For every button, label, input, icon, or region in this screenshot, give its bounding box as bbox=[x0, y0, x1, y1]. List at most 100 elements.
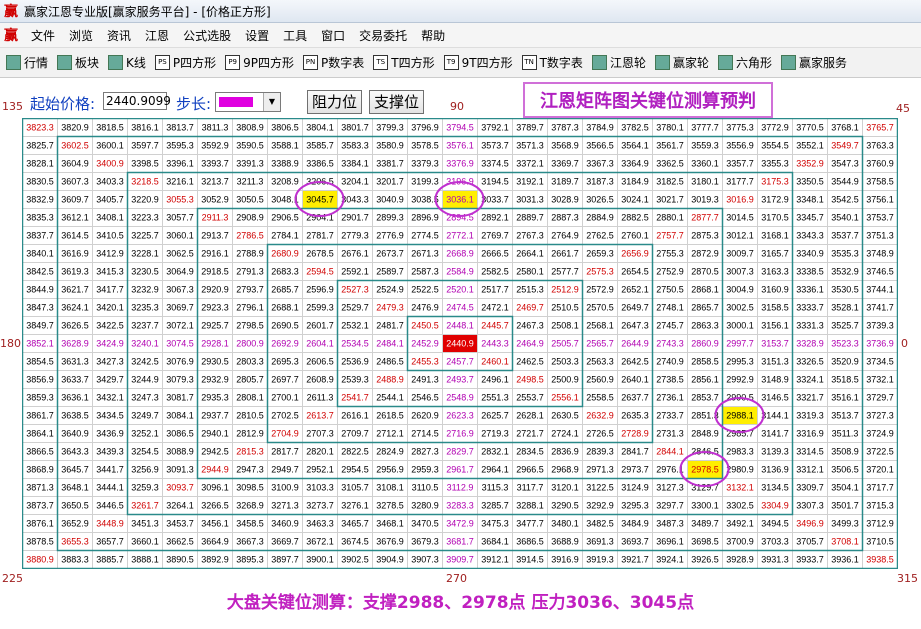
step-select[interactable]: ▼ bbox=[215, 92, 281, 112]
toolbar-label: P数字表 bbox=[321, 56, 365, 70]
grid-value: 3571.3 bbox=[516, 140, 544, 150]
grid-value: 3220.9 bbox=[131, 194, 159, 204]
grid-value: 3708.1 bbox=[831, 536, 859, 546]
grid-value: 2452.9 bbox=[411, 338, 439, 348]
grid-value: 3302.5 bbox=[726, 500, 754, 510]
grid-value: 3211.3 bbox=[237, 176, 264, 186]
toolbar-item[interactable]: 江恩轮 bbox=[591, 54, 646, 71]
grid-value: 3405.7 bbox=[96, 194, 124, 204]
grid-value: 3158.5 bbox=[761, 302, 789, 312]
grid-value: 3300.1 bbox=[691, 500, 719, 510]
menu-item[interactable]: 帮助 bbox=[421, 28, 446, 43]
grid-value: 3252.1 bbox=[131, 428, 159, 438]
grid-value: 3136.9 bbox=[761, 464, 789, 474]
grid-value: 2704.9 bbox=[271, 428, 299, 438]
menu-item[interactable]: 窗口 bbox=[321, 28, 346, 43]
grid-value: 3456.1 bbox=[201, 518, 229, 528]
grid-value: 2810.5 bbox=[236, 410, 264, 420]
grid-value: 2932.9 bbox=[201, 374, 229, 384]
grid-value: 3458.5 bbox=[236, 518, 264, 528]
grid-value: 3698.5 bbox=[691, 536, 719, 546]
resistance-button[interactable]: 阻力位 bbox=[307, 90, 363, 114]
toolbar-label: 江恩轮 bbox=[609, 56, 646, 70]
toolbar-item[interactable]: 赢家轮 bbox=[654, 54, 709, 71]
window-title: 赢家江恩专业版[赢家服务平台] - [价格正方形] bbox=[24, 4, 271, 19]
menu-item[interactable]: 浏览 bbox=[69, 28, 94, 43]
menu-bar: 赢 文件 浏览 资讯 江恩 公式选股 设置 工具 窗口 交易委托 帮助 bbox=[0, 23, 921, 48]
toolbar-item[interactable]: K线 bbox=[108, 54, 146, 71]
grid-value: 2457.7 bbox=[446, 356, 474, 366]
grid-value: 2983.3 bbox=[726, 446, 754, 456]
grid-value: 3429.7 bbox=[96, 374, 124, 384]
grid-value: 2652.1 bbox=[621, 284, 649, 294]
grid-value: 3067.3 bbox=[166, 284, 194, 294]
toolbar-item[interactable]: P9 9P四方形 bbox=[225, 54, 294, 71]
grid-value: 3376.9 bbox=[446, 158, 474, 168]
grid-value: 3441.7 bbox=[96, 464, 124, 474]
grid-value: 3244.9 bbox=[131, 374, 159, 384]
grid-value: 3343.3 bbox=[796, 230, 824, 240]
grid-value: 2563.3 bbox=[586, 356, 614, 366]
grid-value: 3487.3 bbox=[656, 518, 684, 528]
grid-value: 3868.9 bbox=[26, 464, 54, 474]
toolbar-item[interactable]: 行情 bbox=[6, 54, 48, 71]
toolbar-item[interactable]: 板块 bbox=[57, 54, 99, 71]
grid-value: 3912.1 bbox=[481, 554, 509, 564]
title-bar: 赢 赢家江恩专业版[赢家服务平台] - [价格正方形] bbox=[0, 0, 921, 23]
grid-value: 3410.5 bbox=[96, 230, 124, 240]
grid-value: 3890.5 bbox=[166, 554, 194, 564]
grid-value: 3616.9 bbox=[61, 248, 89, 258]
grid-value: 2978.5 bbox=[691, 464, 719, 474]
grid-value: 2541.7 bbox=[341, 392, 369, 402]
grid-value: 2930.5 bbox=[201, 356, 229, 366]
toolbar-item[interactable]: 赢家服务 bbox=[780, 54, 847, 71]
grid-value: 2632.9 bbox=[586, 410, 614, 420]
start-price-label: 起始价格: bbox=[30, 95, 96, 113]
grid-value: 3837.7 bbox=[26, 230, 54, 240]
start-price-input[interactable]: 2440.9099 bbox=[103, 92, 171, 110]
toolbar-item[interactable]: 六角形 bbox=[717, 54, 772, 71]
grid-value: 3638.5 bbox=[61, 410, 89, 420]
grid-value: 3849.7 bbox=[26, 320, 54, 330]
grid-value: 2827.3 bbox=[411, 446, 439, 456]
grid-value: 3847.3 bbox=[26, 302, 54, 312]
menu-item[interactable]: 公式选股 bbox=[183, 28, 232, 43]
grid-value: 2865.7 bbox=[691, 302, 719, 312]
grid-value: 2604.1 bbox=[306, 338, 334, 348]
grid-value: 2697.7 bbox=[271, 374, 299, 384]
grid-value: 3124.9 bbox=[621, 482, 649, 492]
grid-value: 2524.9 bbox=[376, 284, 404, 294]
grid-value: 2712.1 bbox=[376, 428, 404, 438]
toolbar-item[interactable]: T9 9T四方形 bbox=[443, 54, 513, 71]
toolbar-item[interactable]: TS T四方形 bbox=[373, 54, 435, 71]
grid-value: 2448.1 bbox=[446, 320, 474, 330]
grid-value: 3379.3 bbox=[411, 158, 439, 168]
grid-value: 3192.1 bbox=[516, 176, 544, 186]
grid-value: 2664.1 bbox=[516, 248, 544, 258]
menu-item[interactable]: 交易委托 bbox=[359, 28, 408, 43]
grid-value: 3321.7 bbox=[796, 392, 824, 402]
grid-value: 3064.9 bbox=[166, 266, 194, 276]
support-button[interactable]: 支撑位 bbox=[369, 90, 425, 114]
grid-value: 3664.9 bbox=[201, 536, 229, 546]
toolbar-item[interactable]: TN T数字表 bbox=[521, 54, 583, 71]
menu-item[interactable]: 资讯 bbox=[107, 28, 132, 43]
grid-value: 3036.1 bbox=[446, 194, 474, 204]
grid-value: 2784.1 bbox=[271, 230, 299, 240]
grid-value: 2899.3 bbox=[376, 212, 404, 222]
grid-value: 3554.5 bbox=[761, 140, 789, 150]
grid-value: 3177.7 bbox=[726, 176, 754, 186]
toolbar-icon: PN bbox=[303, 55, 319, 70]
menu-item[interactable]: 文件 bbox=[31, 28, 56, 43]
menu-item[interactable]: 工具 bbox=[283, 28, 308, 43]
grid-value: 3568.9 bbox=[551, 140, 579, 150]
grid-value: 2642.5 bbox=[621, 356, 649, 366]
grid-value: 3895.3 bbox=[236, 554, 264, 564]
toolbar-item[interactable]: PN P数字表 bbox=[303, 54, 364, 71]
menu-item[interactable]: 设置 bbox=[245, 28, 270, 43]
grid-value: 3643.3 bbox=[61, 446, 89, 456]
grid-value: 3542.5 bbox=[831, 194, 859, 204]
menu-item[interactable]: 江恩 bbox=[145, 28, 170, 43]
toolbar-item[interactable]: PS P四方形 bbox=[154, 54, 216, 71]
grid-value: 3381.7 bbox=[376, 158, 404, 168]
